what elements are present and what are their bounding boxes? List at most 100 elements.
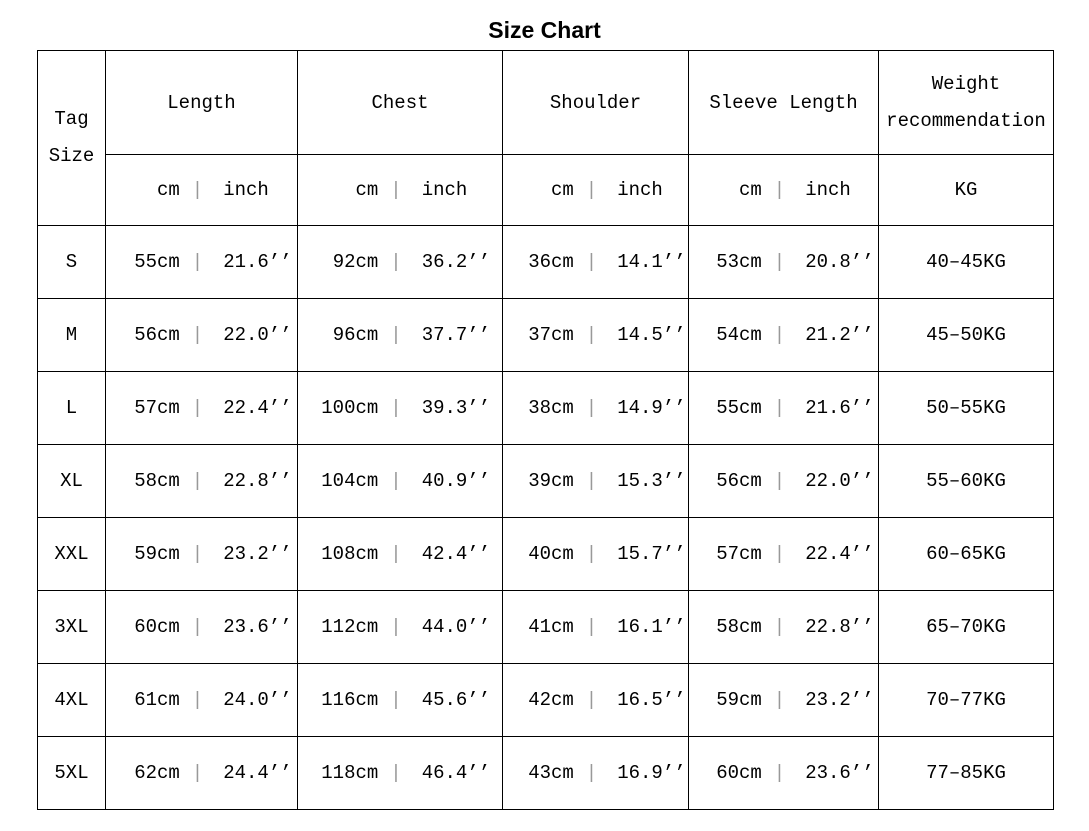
cm-value: 59cm [716,689,762,711]
table-row: XXL 59cm | 23.2’’ 108cm | 42.4’’ 40cm | 15.7’’ 57c… [37,517,1054,591]
measurement-pair: 39cm | 15.3’’ [504,470,688,492]
weight-cell: 50–55KG [878,371,1054,445]
measurement-cell: 116cm | 45.6’’ [297,663,503,737]
measurement-pair: 56cm | 22.0’’ [690,470,878,492]
size-cell: 5XL [37,736,106,810]
inch-value: 23.6’’ [223,616,292,638]
measurement-cell: 53cm | 20.8’’ [688,225,879,299]
separator-bar: | [773,324,786,346]
unit-inch-label: inch [223,179,269,201]
separator-bar: | [191,251,204,273]
inch-value: 22.0’’ [223,324,292,346]
inch-value: 46.4’’ [421,762,491,784]
separator-bar: | [191,616,204,638]
size-cell: XL [37,444,106,518]
measurement-pair: 108cm | 42.4’’ [299,543,502,565]
unit-cell-shoulder: cm | inch [502,154,689,226]
column-header-weight-recommendation: Weight recommendation [878,50,1054,155]
separator-bar: | [390,397,402,419]
inch-value: 16.1’’ [617,616,686,638]
measurement-cell: 37cm | 14.5’’ [502,298,689,372]
cm-value: 116cm [321,689,379,711]
measurement-pair: 59cm | 23.2’’ [690,689,878,711]
weight-header-line2: recommendation [886,109,1046,132]
separator-bar: | [773,543,786,565]
measurement-pair: 112cm | 44.0’’ [299,616,502,638]
measurement-pair: 57cm | 22.4’’ [690,543,878,565]
separator-bar: | [191,324,204,346]
cm-value: 54cm [716,324,762,346]
inch-value: 22.8’’ [223,470,292,492]
separator-bar: | [191,470,204,492]
unit-pair: cm | inch [107,179,297,201]
unit-cm-label: cm [355,179,379,201]
inch-value: 21.6’’ [223,251,292,273]
cm-value: 60cm [716,762,762,784]
measurement-cell: 40cm | 15.7’’ [502,517,689,591]
measurement-pair: 60cm | 23.6’’ [690,762,878,784]
table-row: L 57cm | 22.4’’ 100cm | 39.3’’ 38cm | 14.9’’ 55cm |… [37,371,1054,445]
measurement-pair: 38cm | 14.9’’ [504,397,688,419]
unit-cell-length: cm | inch [105,154,298,226]
inch-value: 21.2’’ [805,324,874,346]
table-row: 3XL 60cm | 23.6’’ 112cm | 44.0’’ 41cm | 16.1’’ 58c… [37,590,1054,664]
measurement-pair: 59cm | 23.2’’ [107,543,297,565]
header-unit-row: cm | inch cm | inch cm | inch [38,154,1054,226]
measurement-pair: 118cm | 46.4’’ [299,762,502,784]
inch-value: 23.2’’ [805,689,874,711]
inch-value: 39.3’’ [421,397,491,419]
measurement-cell: 43cm | 16.9’’ [502,736,689,810]
inch-value: 23.2’’ [223,543,292,565]
cm-value: 39cm [528,470,574,492]
inch-value: 22.0’’ [805,470,874,492]
unit-pair: cm | inch [504,179,688,201]
inch-value: 20.8’’ [805,251,874,273]
measurement-pair: 60cm | 23.6’’ [107,616,297,638]
measurement-cell: 36cm | 14.1’’ [502,225,689,299]
measurement-cell: 55cm | 21.6’’ [105,225,298,299]
weight-header-line1: Weight [931,72,1001,95]
size-cell: 4XL [37,663,106,737]
cm-value: 42cm [528,689,574,711]
separator-bar: | [390,470,402,492]
measurement-cell: 57cm | 22.4’’ [105,371,298,445]
separator-bar: | [585,470,598,492]
separator-bar: | [585,179,598,201]
header-group-row: Tag Size Length Chest Shoulder Sleeve Le… [37,50,1054,226]
measurement-pair: 104cm | 40.9’’ [299,470,502,492]
separator-bar: | [773,470,786,492]
cm-value: 56cm [134,324,180,346]
separator-bar: | [390,251,402,273]
weight-cell: 45–50KG [878,298,1054,372]
cm-value: 108cm [321,543,379,565]
cm-value: 37cm [528,324,574,346]
separator-bar: | [390,543,402,565]
unit-pair: cm | inch [299,179,502,201]
table-row: S 55cm | 21.6’’ 92cm | 36.2’’ 36cm | 14.1’’ 53cm | 2… [37,225,1054,299]
measurement-pair: 54cm | 21.2’’ [690,324,878,346]
table-row: XL 58cm | 22.8’’ 104cm | 40.9’’ 39cm | 15.3’’ 56cm… [37,444,1054,518]
cm-value: 58cm [716,616,762,638]
size-cell: XXL [37,517,106,591]
separator-bar: | [191,397,204,419]
measurement-cell: 60cm | 23.6’’ [105,590,298,664]
measurement-pair: 53cm | 20.8’’ [690,251,878,273]
measurement-pair: 61cm | 24.0’’ [107,689,297,711]
unit-cell-sleeve-length: cm | inch [688,154,879,226]
measurement-cell: 104cm | 40.9’’ [297,444,503,518]
size-chart-table: Tag Size Length Chest Shoulder Sleeve Le… [37,50,1054,810]
table-body: S 55cm | 21.6’’ 92cm | 36.2’’ 36cm | 14.1’’ 53cm | 2… [37,225,1054,810]
measurement-cell: 62cm | 24.4’’ [105,736,298,810]
separator-bar: | [585,762,598,784]
cm-value: 41cm [528,616,574,638]
size-cell: M [37,298,106,372]
measurement-cell: 58cm | 22.8’’ [105,444,298,518]
inch-value: 15.3’’ [617,470,686,492]
table-row: 5XL 62cm | 24.4’’ 118cm | 46.4’’ 43cm | 16.9’’ 60c… [37,736,1054,810]
inch-value: 45.6’’ [421,689,491,711]
measurement-pair: 40cm | 15.7’’ [504,543,688,565]
measurement-cell: 58cm | 22.8’’ [688,590,879,664]
unit-pair: cm | inch [690,179,878,201]
measurement-cell: 42cm | 16.5’’ [502,663,689,737]
inch-value: 44.0’’ [421,616,491,638]
